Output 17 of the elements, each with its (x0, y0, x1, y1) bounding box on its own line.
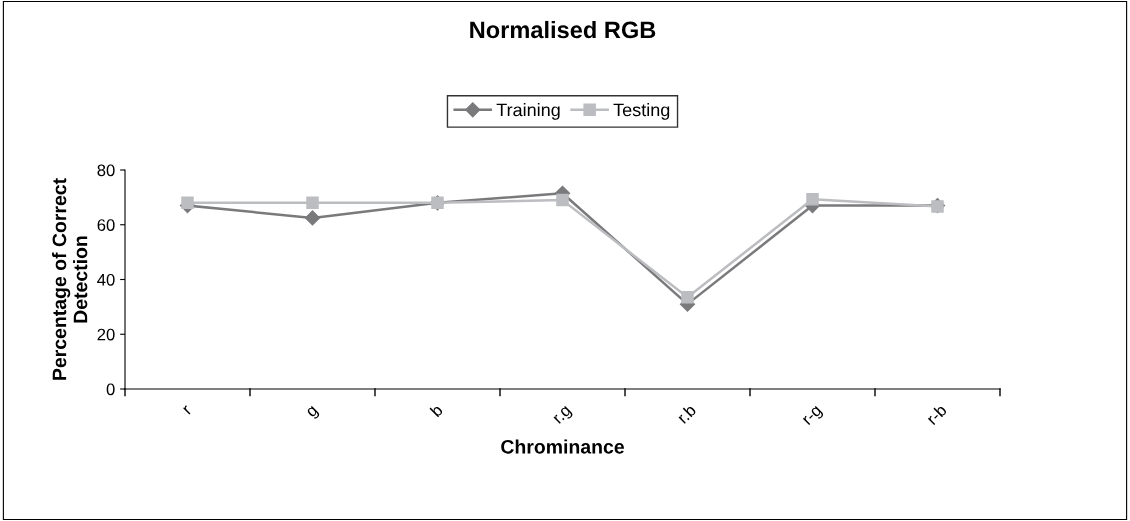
x-tick-label: r (183, 405, 193, 415)
y-tick-label: 0 (106, 383, 115, 396)
y-tick-label: 80 (97, 164, 115, 177)
y-tick-label: 20 (97, 328, 115, 341)
x-tick-label: r.b (676, 403, 697, 424)
x-tick-label: r-b (925, 403, 948, 426)
legend-label: Training (496, 103, 560, 120)
chart-title: Normalised RGB (470, 20, 656, 39)
y-tick-label: 40 (97, 273, 115, 286)
x-tick-label: r.g (553, 405, 574, 427)
y-axis-title: Percentage of Correct Detection (52, 178, 88, 380)
legend-label: Testing (613, 103, 670, 120)
x-tick-label: r-g (802, 405, 825, 428)
x-tick-label: b (429, 403, 444, 418)
y-tick-label: 60 (97, 219, 115, 231)
x-tick-label: g (306, 405, 321, 420)
x-axis-title: Chrominance (501, 439, 624, 454)
